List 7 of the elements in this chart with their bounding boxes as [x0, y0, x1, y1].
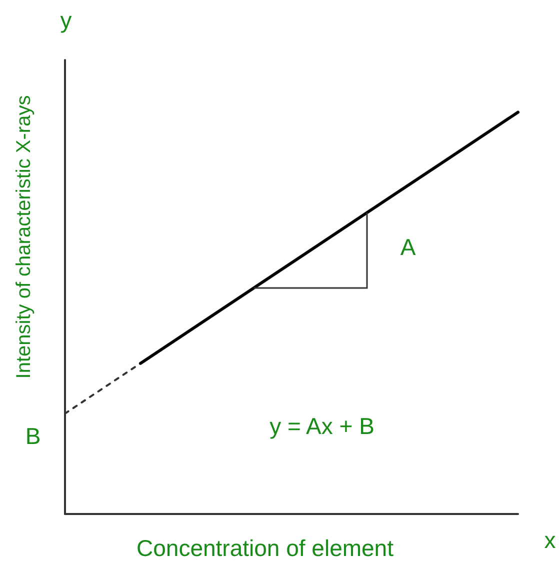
y-axis-title: Intensity of characteristic X-rays	[13, 95, 35, 379]
text: B	[25, 423, 41, 449]
text: y	[60, 7, 72, 33]
text: x	[544, 527, 556, 553]
annotation: A	[400, 234, 416, 260]
annotation: y = Ax + B	[270, 413, 374, 439]
x-axis-title: Concentration of element	[136, 535, 394, 561]
